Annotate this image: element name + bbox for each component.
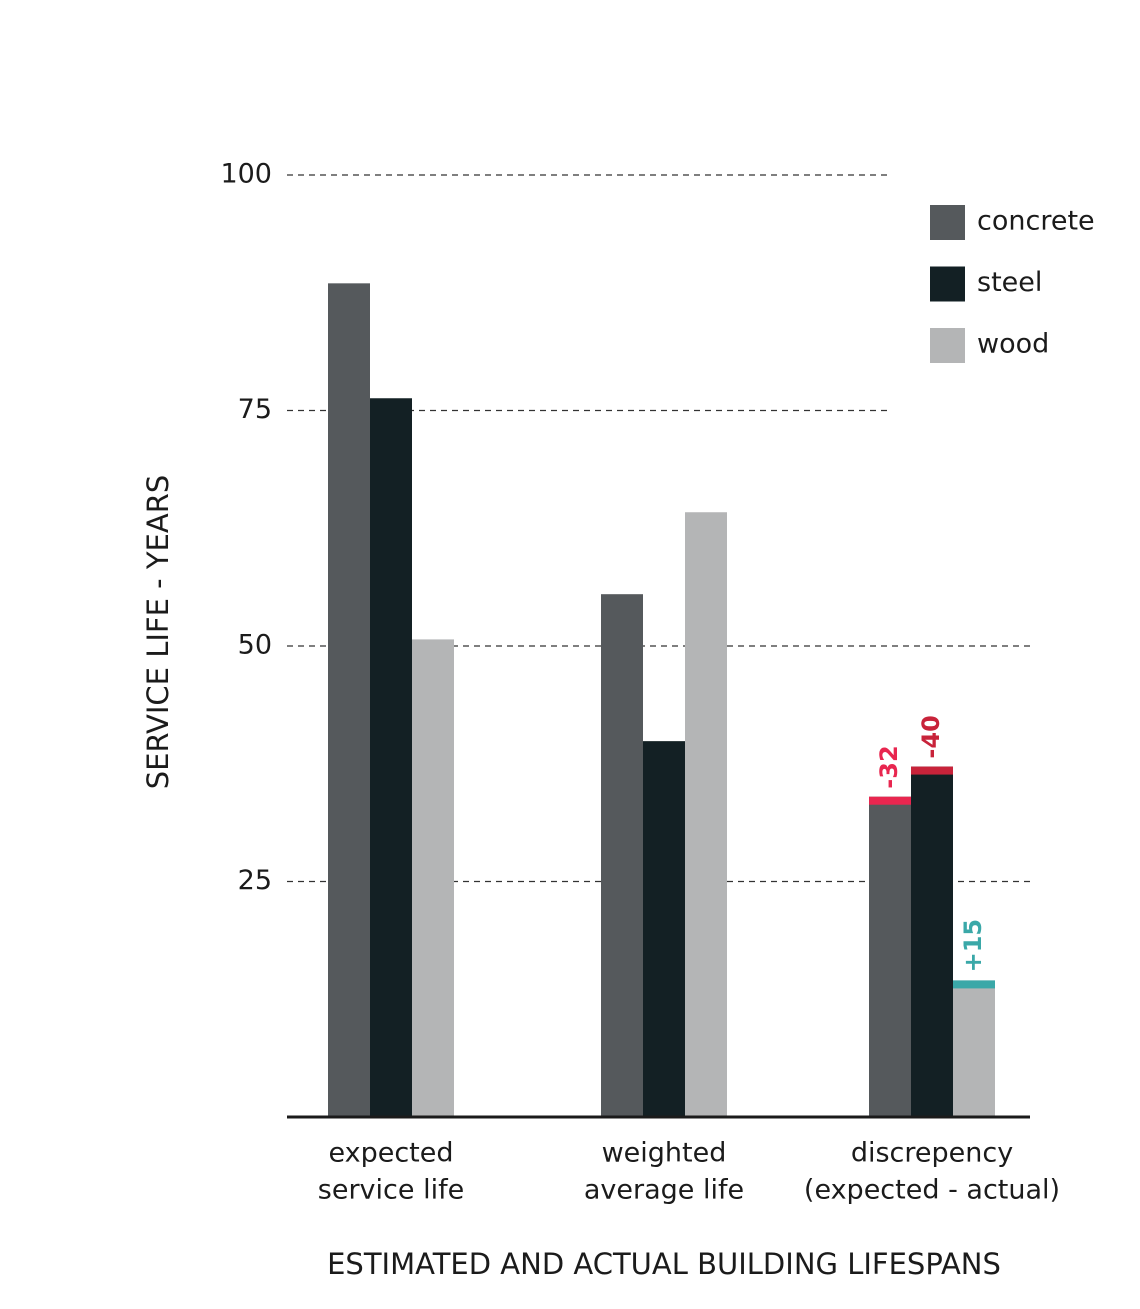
x-tick-label: service life: [318, 1175, 464, 1206]
legend-swatch: [930, 205, 965, 240]
y-tick-label: 50: [238, 630, 272, 661]
legend-label: steel: [977, 267, 1042, 298]
bar: [328, 283, 370, 1118]
legend-label: wood: [977, 329, 1049, 360]
bar-cap: [869, 796, 911, 805]
x-tick-label: weighted: [602, 1138, 727, 1169]
bar: [685, 512, 727, 1117]
cap-label: -32: [875, 745, 903, 788]
x-tick-label: discrepency: [851, 1138, 1013, 1169]
bar-cap: [953, 980, 995, 989]
chart-title: ESTIMATED AND ACTUAL BUILDING LIFESPANS: [327, 1247, 1001, 1281]
legend-swatch: [930, 328, 965, 363]
legend-label: concrete: [977, 206, 1095, 237]
y-tick-label: 25: [238, 865, 272, 896]
x-tick-label: expected: [328, 1138, 453, 1169]
cap-label: -40: [917, 715, 945, 758]
bar: [601, 594, 643, 1117]
bar: [370, 398, 412, 1117]
y-axis-label: SERVICE LIFE - YEARS: [141, 475, 175, 790]
bar: [911, 766, 953, 1117]
y-tick-label: 100: [220, 159, 272, 190]
bar-cap: [911, 766, 953, 775]
x-tick-label: average life: [584, 1175, 744, 1206]
cap-label: +15: [959, 919, 987, 973]
bar: [953, 980, 995, 1117]
bar: [643, 741, 685, 1117]
bar: [412, 639, 454, 1117]
bar: [869, 796, 911, 1117]
x-tick-label: (expected - actual): [804, 1175, 1060, 1206]
legend-swatch: [930, 266, 965, 302]
y-tick-label: 75: [238, 394, 272, 425]
